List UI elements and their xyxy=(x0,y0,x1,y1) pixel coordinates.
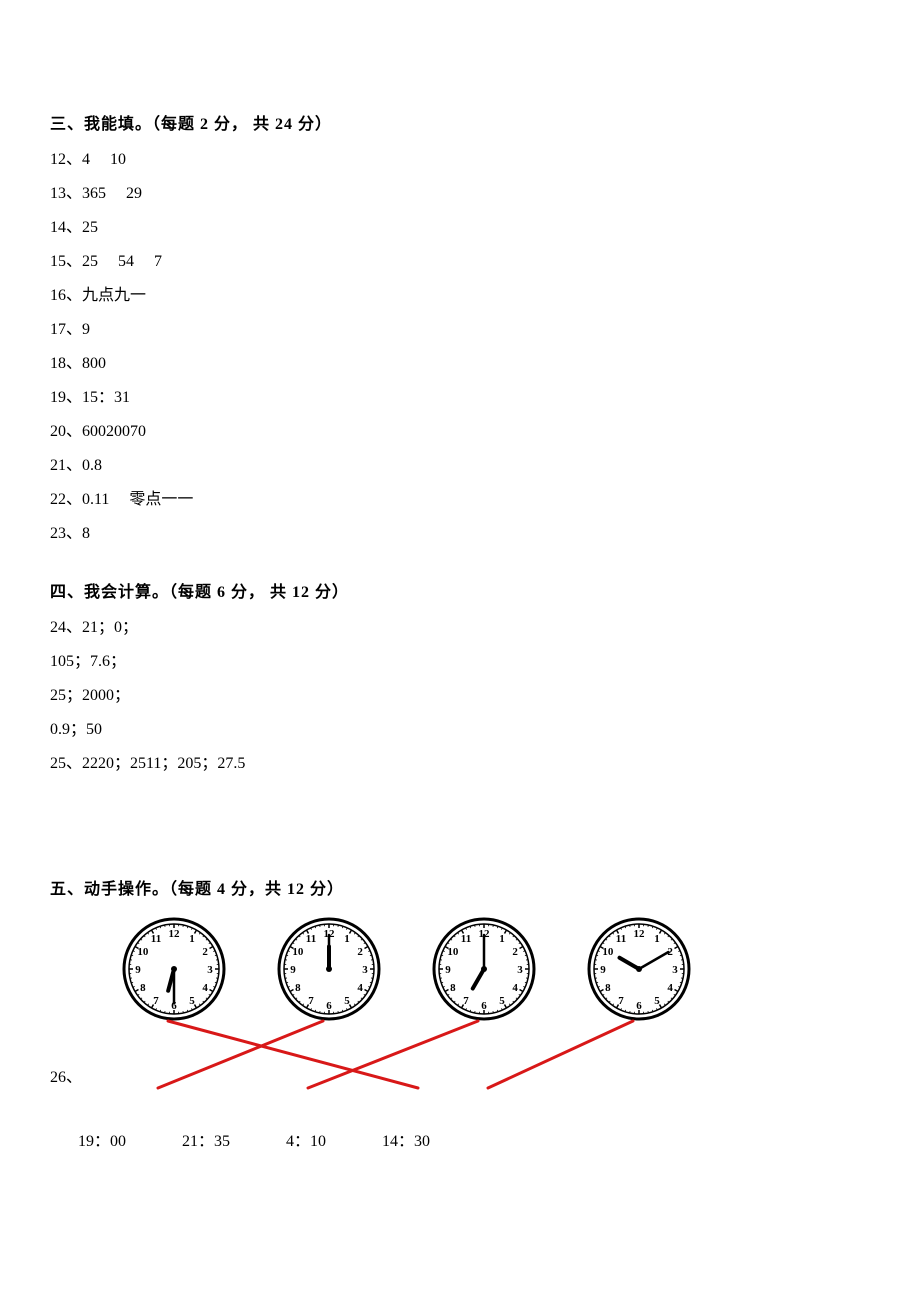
answer-line: 19、15：31 xyxy=(50,382,870,414)
answer-line: 24、21；0； xyxy=(50,612,870,644)
answer-line: 23、8 xyxy=(50,518,870,550)
section-5-title: 五、动手操作。（每题 4 分，共 12 分） xyxy=(50,875,870,899)
answer-line: 15、25 54 7 xyxy=(50,246,870,278)
section-4-title: 四、我会计算。（每题 6 分， 共 12 分） xyxy=(50,578,870,602)
answer-line: 22、0.11 零点一一 xyxy=(50,484,870,516)
answer-line: 105；7.6； xyxy=(50,646,870,678)
section-3-answers: 12、4 1013、365 2914、2515、25 54 716、九点九一17… xyxy=(50,144,870,550)
times-row: 19：00 21：35 4：10 14：30 xyxy=(50,1127,870,1151)
section-3-title: 三、我能填。（每题 2 分， 共 24 分） xyxy=(50,110,870,134)
matching-lines-overlay xyxy=(88,913,728,1113)
question-number-26: 26、 xyxy=(50,1063,82,1113)
time-label: 19：00 xyxy=(78,1127,126,1151)
answer-line: 14、25 xyxy=(50,212,870,244)
section-4-answers: 24、21；0；105；7.6；25；2000；0.9；5025、2220；25… xyxy=(50,612,870,780)
time-label: 14：30 xyxy=(382,1127,430,1151)
answer-line: 20、60020070 xyxy=(50,416,870,448)
answer-line: 25；2000； xyxy=(50,680,870,712)
answer-line: 17、9 xyxy=(50,314,870,346)
answer-line: 16、九点九一 xyxy=(50,280,870,312)
time-label: 21：35 xyxy=(182,1127,230,1151)
answer-line: 12、4 10 xyxy=(50,144,870,176)
answer-line: 18、800 xyxy=(50,348,870,380)
answer-line: 25、2220；2511；205；27.5 xyxy=(50,748,870,780)
answer-line: 21、0.8 xyxy=(50,450,870,482)
clocks-container: 1234567891011121234567891011121234567891… xyxy=(88,913,728,1113)
time-label: 4：10 xyxy=(286,1127,326,1151)
answer-line: 0.9；50 xyxy=(50,714,870,746)
clock-matching-row: 26、 123456789101112123456789101112123456… xyxy=(50,913,870,1113)
answer-line: 13、365 29 xyxy=(50,178,870,210)
